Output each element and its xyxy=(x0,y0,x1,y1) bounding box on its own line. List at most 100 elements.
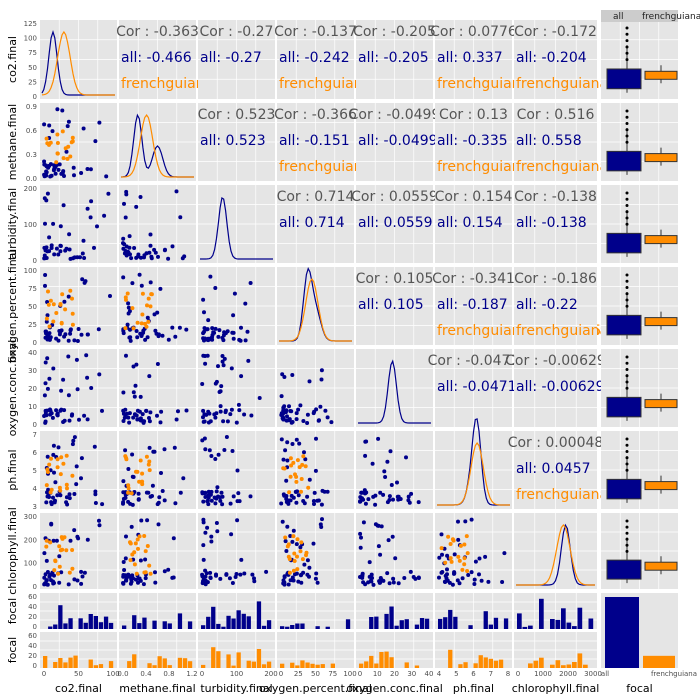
scatter-point-frenchguiana xyxy=(126,486,131,491)
scatter-point-all xyxy=(127,411,132,416)
panel-3-0 xyxy=(40,267,117,345)
scatter-point-all xyxy=(153,328,158,333)
scatter-point-all xyxy=(132,394,137,399)
scatter-point-frenchguiana xyxy=(123,326,128,331)
panel-8-1 xyxy=(119,632,196,668)
histogram-bar xyxy=(63,662,68,668)
scatter-point-all xyxy=(284,478,289,483)
panel-0-2 xyxy=(198,20,275,99)
panel-4-5 xyxy=(435,349,512,427)
scatter-point-all xyxy=(178,215,183,220)
scatter-point-all xyxy=(43,408,48,413)
scatter-point-frenchguiana xyxy=(145,544,150,548)
panel-6-7 xyxy=(601,513,678,589)
histogram-bar xyxy=(177,613,183,629)
scatter-point-all xyxy=(64,500,69,505)
panel-7-1 xyxy=(119,593,196,629)
scatter-point-all xyxy=(97,372,102,377)
histogram-bar xyxy=(539,598,544,629)
scatter-point-all xyxy=(131,390,136,395)
scatter-point-all xyxy=(203,580,208,585)
histogram-bar xyxy=(522,626,528,629)
scatter-point-all xyxy=(126,415,131,420)
scatter-point-all xyxy=(203,361,208,366)
histogram-bar xyxy=(533,660,539,668)
scatter-point-all xyxy=(213,326,218,331)
scatter-point-frenchguiana xyxy=(300,557,305,562)
scatter-point-all xyxy=(281,417,286,422)
scatter-point-frenchguiana xyxy=(58,548,63,553)
histogram-bar xyxy=(555,619,561,629)
scatter-point-all xyxy=(387,581,392,586)
scatter-point-all xyxy=(65,124,70,129)
y-tick-label: 7 xyxy=(33,431,37,439)
scatter-point-frenchguiana xyxy=(131,326,136,331)
scatter-point-all xyxy=(218,495,223,500)
scatter-point-frenchguiana xyxy=(44,538,49,543)
panel-4-7 xyxy=(601,349,678,427)
scatter-point-all xyxy=(408,569,413,574)
scatter-point-all xyxy=(133,383,138,388)
histogram-bar xyxy=(201,625,206,629)
boxplot-box-frenchguiana xyxy=(644,70,678,80)
correlation-all-label: all: -0.205 xyxy=(358,50,429,66)
scatter-point-all xyxy=(62,418,67,423)
x-tick-label: 0 xyxy=(200,670,204,678)
scatter-point-all xyxy=(294,542,299,547)
scatter-point-all xyxy=(129,524,134,529)
scatter-point-all xyxy=(142,255,146,260)
histogram-bar xyxy=(137,623,142,629)
scatter-point-frenchguiana xyxy=(57,564,62,569)
scatter-point-all xyxy=(121,479,126,484)
scatter-point-frenchguiana xyxy=(292,551,297,556)
scatter-point-all xyxy=(234,572,239,576)
scatter-point-frenchguiana xyxy=(148,304,153,309)
scatter-point-frenchguiana xyxy=(54,311,59,315)
scatter-point-all xyxy=(291,495,296,500)
scatter-point-frenchguiana xyxy=(125,291,130,296)
scatter-point-all xyxy=(121,500,126,505)
histogram-bar xyxy=(478,655,483,668)
scatter-point-all xyxy=(79,569,84,574)
scatter-point-all xyxy=(121,275,126,280)
panel-0-0 xyxy=(40,20,117,99)
histogram-bar xyxy=(588,618,594,629)
scatter-point-all xyxy=(51,443,56,448)
scatter-point-all xyxy=(122,568,127,572)
scatter-point-frenchguiana xyxy=(448,556,453,561)
scatter-point-frenchguiana xyxy=(295,458,300,463)
scatter-point-all xyxy=(213,286,218,290)
scatter-point-frenchguiana xyxy=(146,296,151,301)
scatter-point-all xyxy=(85,167,90,171)
boxplot-outlier xyxy=(625,26,629,30)
scatter-point-all xyxy=(50,129,55,134)
histogram-bar xyxy=(577,607,583,629)
scatter-point-all xyxy=(200,382,205,386)
scatter-point-all xyxy=(43,221,47,226)
scatter-point-all xyxy=(221,419,226,424)
panel-6-6 xyxy=(514,513,597,589)
panel-3-2 xyxy=(198,267,275,345)
scatter-point-all xyxy=(370,576,374,580)
scatter-point-frenchguiana xyxy=(137,479,142,484)
scatter-point-frenchguiana xyxy=(44,544,49,549)
scatter-point-all xyxy=(68,538,73,543)
correlation-all-label: all: 0.105 xyxy=(358,297,424,313)
column-label-0: co2.final xyxy=(55,682,102,695)
scatter-point-all xyxy=(66,354,71,359)
correlation-overall-label: Cor : -0.205 xyxy=(353,24,436,40)
scatter-point-all xyxy=(104,174,109,179)
histogram-bar xyxy=(300,623,305,629)
scatter-point-frenchguiana xyxy=(286,542,291,547)
scatter-point-all xyxy=(477,572,481,577)
scatter-point-all xyxy=(445,572,449,577)
correlation-overall-label: Cor : 0.516 xyxy=(517,107,595,123)
scatter-point-frenchguiana xyxy=(70,139,75,144)
scatter-point-all xyxy=(56,252,61,257)
histogram-bar xyxy=(83,622,88,629)
scatter-point-all xyxy=(145,315,150,320)
histogram-bar xyxy=(493,617,499,629)
histogram-bar xyxy=(364,661,369,668)
histogram-bar xyxy=(98,664,104,668)
panel-2-6 xyxy=(514,185,597,263)
